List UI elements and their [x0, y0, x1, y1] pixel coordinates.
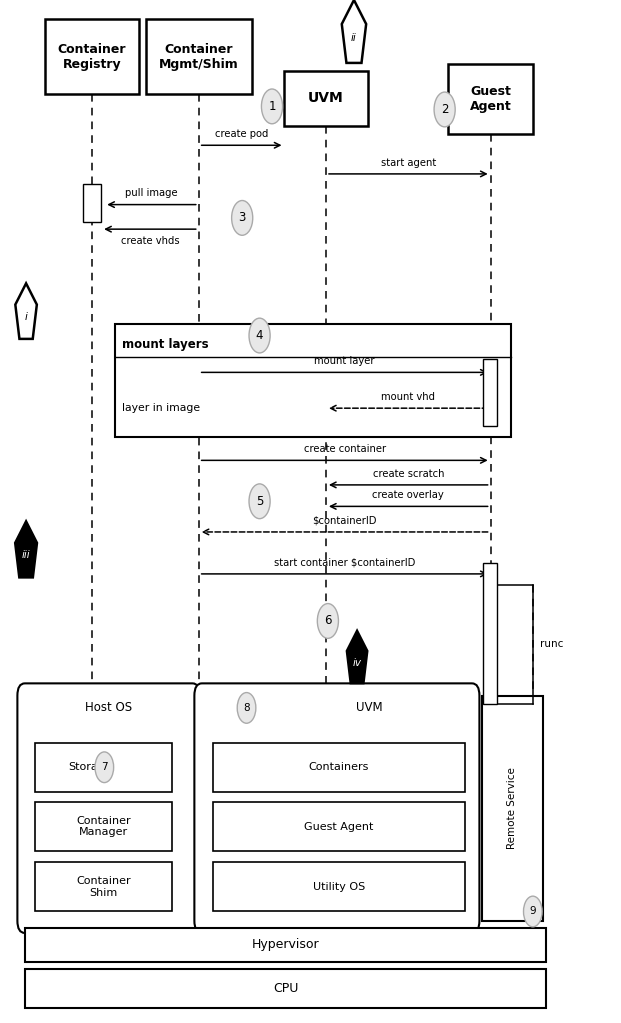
Text: Guest Agent: Guest Agent — [304, 821, 373, 832]
Polygon shape — [16, 522, 37, 577]
Text: create overlay: create overlay — [373, 490, 444, 500]
Circle shape — [524, 896, 542, 927]
Text: pull image: pull image — [125, 188, 178, 198]
Polygon shape — [347, 631, 367, 683]
Bar — [83, 184, 101, 222]
Circle shape — [261, 89, 283, 124]
Text: Remote Service: Remote Service — [507, 767, 517, 849]
Bar — [45, 19, 139, 94]
Circle shape — [232, 201, 253, 235]
Text: mount layers: mount layers — [122, 339, 209, 351]
Text: start agent: start agent — [381, 158, 436, 168]
Text: 5: 5 — [256, 495, 263, 507]
Text: mount vhd: mount vhd — [381, 392, 435, 402]
Circle shape — [237, 693, 256, 723]
Bar — [284, 71, 368, 126]
Circle shape — [249, 484, 270, 519]
Text: runc: runc — [540, 639, 564, 650]
Bar — [35, 802, 172, 851]
Text: i: i — [25, 312, 27, 322]
Text: Container
Shim: Container Shim — [76, 876, 131, 898]
Text: create pod: create pod — [215, 129, 268, 139]
Circle shape — [249, 318, 270, 353]
Text: create vhds: create vhds — [120, 236, 179, 247]
Text: Hypervisor: Hypervisor — [252, 938, 319, 951]
Bar — [483, 359, 497, 426]
Bar — [482, 696, 543, 921]
Text: UVM: UVM — [308, 91, 344, 105]
Circle shape — [434, 92, 455, 127]
Bar — [213, 802, 465, 851]
Text: 2: 2 — [441, 103, 448, 116]
Text: 6: 6 — [324, 615, 332, 627]
Text: Host OS: Host OS — [85, 702, 132, 714]
Text: Guest
Agent: Guest Agent — [469, 85, 512, 114]
FancyBboxPatch shape — [17, 683, 200, 933]
Text: Container
Manager: Container Manager — [76, 815, 131, 838]
Text: 9: 9 — [530, 906, 536, 917]
Text: $containerID: $containerID — [312, 516, 377, 526]
Bar — [35, 743, 172, 792]
Text: Containers: Containers — [309, 762, 369, 772]
Text: iii: iii — [22, 550, 30, 561]
Text: create container: create container — [304, 444, 386, 454]
Text: Storage: Storage — [68, 762, 112, 772]
Text: layer in image: layer in image — [122, 403, 201, 413]
Bar — [448, 64, 533, 134]
FancyBboxPatch shape — [194, 683, 479, 933]
Bar — [146, 19, 252, 94]
Text: 8: 8 — [243, 703, 250, 713]
Text: mount layer: mount layer — [314, 356, 375, 366]
Text: 3: 3 — [238, 212, 246, 224]
Text: ii: ii — [351, 34, 357, 43]
Polygon shape — [342, 0, 366, 63]
Bar — [115, 324, 511, 437]
Circle shape — [317, 604, 338, 638]
Text: CPU: CPU — [273, 982, 298, 994]
Bar — [213, 743, 465, 792]
Text: 7: 7 — [101, 762, 107, 772]
Text: UVM: UVM — [356, 702, 383, 714]
Text: 1: 1 — [268, 100, 276, 113]
Bar — [213, 862, 465, 911]
Circle shape — [95, 752, 114, 783]
Text: create scratch: create scratch — [373, 469, 444, 479]
Text: start container $containerID: start container $containerID — [274, 558, 415, 568]
Bar — [35, 862, 172, 911]
Bar — [25, 969, 546, 1008]
Text: Container
Mgmt/Shim: Container Mgmt/Shim — [159, 43, 238, 71]
Text: iv: iv — [353, 658, 361, 668]
Polygon shape — [16, 283, 37, 339]
Text: Container
Registry: Container Registry — [58, 43, 126, 71]
Bar — [25, 928, 546, 962]
Text: Utility OS: Utility OS — [312, 882, 365, 892]
Text: 4: 4 — [256, 329, 263, 342]
Bar — [483, 563, 497, 704]
